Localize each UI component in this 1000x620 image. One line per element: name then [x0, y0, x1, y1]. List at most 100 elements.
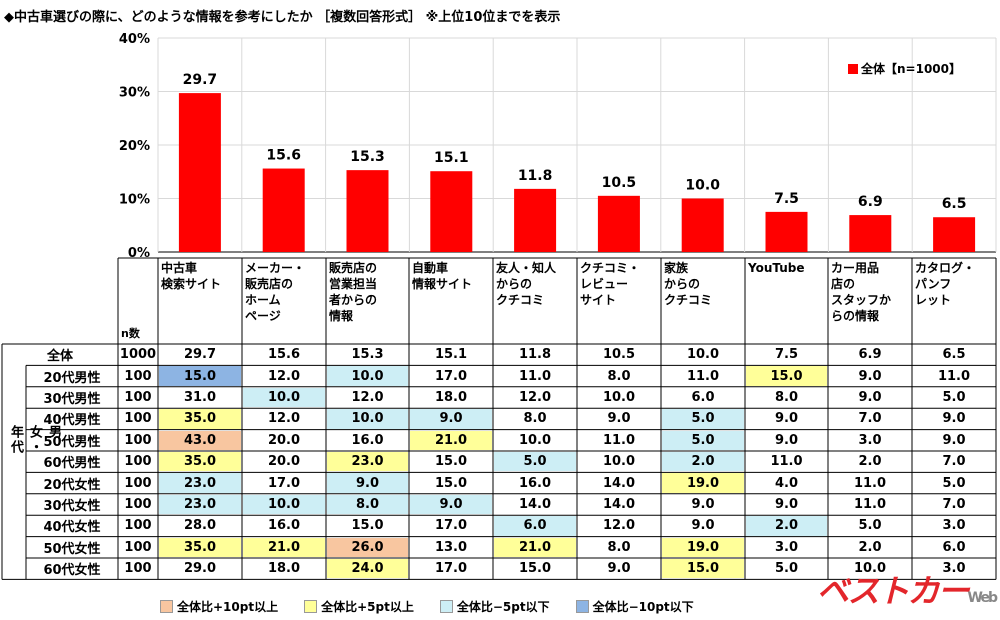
table-cell: 21.0: [410, 430, 492, 450]
row-label: 60代女性: [43, 563, 101, 579]
table-cell: 11.0: [518, 368, 552, 384]
table-cell: 11.0: [853, 496, 887, 512]
table-cell: 5.0: [774, 561, 799, 577]
bar: [346, 170, 389, 252]
highlight-legend-item: 全体比−5pt以下: [439, 598, 550, 615]
bar-value-label: 15.1: [434, 150, 469, 166]
y-tick-label: 10%: [119, 193, 150, 208]
column-header: 中古車 検索サイト: [161, 261, 222, 291]
table-cell: 3.0: [774, 539, 799, 555]
highlight-legend-item: 全体比+10pt以上: [160, 598, 278, 615]
table-cell: 43.0: [159, 430, 241, 450]
table-cell: 5.0: [662, 430, 744, 450]
bar-value-label: 7.5: [774, 191, 799, 207]
table-cell: 28.0: [183, 518, 217, 534]
table-cell: 7.0: [858, 411, 882, 427]
table-cell: 9.0: [410, 409, 492, 429]
highlight-label: 全体比+10pt以上: [177, 600, 279, 614]
column-header: 家族 からの クチコミ: [664, 261, 713, 307]
table-cell: 11.8: [518, 347, 552, 363]
table-cell: 35.0: [159, 537, 241, 557]
table-cell: 3.0: [858, 432, 882, 448]
watermark-logo: ベストカーWeb: [816, 572, 998, 610]
column-header: クチコミ・ レビュー サイト: [580, 261, 641, 307]
bar-chart: 0% 10% 20% 30% 40% 29.7 15.6 15.3 15.1 11.8 10.5 10…: [119, 32, 997, 261]
table-cell: 21.0: [243, 537, 325, 557]
table-cell: 11.0: [602, 432, 636, 448]
column-header: 販売店の 営業担当 者からの 情報: [329, 261, 378, 323]
bar-value-label: 10.0: [685, 178, 720, 194]
table-cell: 12.0: [267, 411, 301, 427]
table-cell: 35.0: [159, 452, 241, 472]
table-cell: 17.0: [434, 561, 468, 577]
bar: [514, 188, 557, 252]
table-cell: 15.3: [351, 347, 384, 363]
table-cell: 29.0: [183, 561, 217, 577]
y-tick-label: 30%: [119, 86, 150, 101]
row-n: 100: [124, 518, 152, 534]
table-cell: 6.0: [691, 389, 715, 405]
table-cell: 20.0: [267, 454, 301, 470]
highlight-swatch: [439, 600, 453, 613]
table-cell: 29.7: [183, 347, 217, 363]
column-header: カー用品 店の スタッフか らの情報: [831, 261, 892, 323]
bar: [430, 171, 473, 252]
bar-value-label: 11.8: [518, 168, 553, 184]
bar-value-label: 6.9: [858, 194, 883, 210]
highlight-label: 全体比+5pt以上: [321, 600, 414, 614]
row-n: 100: [124, 475, 152, 491]
table-cell: 7.0: [942, 496, 966, 512]
chart-legend: 全体【n=1000】: [848, 60, 961, 77]
row-label: 30代女性: [43, 498, 101, 514]
table-cell: 23.0: [327, 452, 408, 472]
table-cell: 14.0: [602, 475, 636, 491]
bar: [681, 198, 724, 252]
table-cell: 9.0: [691, 518, 715, 534]
highlight-legend: 全体比+10pt以上 全体比+5pt以上 全体比−5pt以下 全体比−10pt以下: [160, 598, 694, 615]
table-cell: 12.0: [518, 389, 552, 405]
table-cell: 15.0: [159, 366, 241, 386]
table-cell: 15.6: [267, 347, 301, 363]
table-cell: 9.0: [607, 561, 631, 577]
bar-value-label: 29.7: [183, 72, 218, 88]
row-label: 50代男性: [43, 434, 101, 450]
table-cell: 15.0: [662, 559, 744, 579]
column-header: 友人・知人 からの クチコミ: [496, 261, 557, 307]
row-n: 100: [124, 561, 152, 577]
row-n: 100: [124, 368, 152, 384]
table-cell: 12.0: [267, 368, 301, 384]
table-cell: 3.0: [942, 518, 966, 534]
highlight-swatch: [575, 600, 589, 613]
row-n: 1000: [119, 347, 157, 363]
table-cell: 11.0: [853, 475, 887, 491]
row-n: 100: [124, 539, 152, 555]
table-cell: 9.0: [410, 494, 492, 515]
table-cell: 18.0: [267, 561, 301, 577]
row-label: 40代女性: [43, 520, 101, 536]
row-label: 50代女性: [43, 541, 101, 557]
table-cell: 9.0: [774, 496, 799, 512]
table-cell: 31.0: [183, 389, 217, 405]
table-cell: 6.5: [942, 347, 966, 363]
table-cell: 9.0: [942, 411, 966, 427]
table-cell: 15.0: [351, 518, 384, 534]
table-cell: 10.0: [327, 366, 408, 386]
n-header: n数: [121, 327, 140, 340]
table-cell: 15.0: [518, 561, 552, 577]
table-cell: 12.0: [602, 518, 636, 534]
table-cell: 2.0: [662, 452, 744, 472]
table-cell: 10.0: [602, 454, 636, 470]
legend-label: 全体【n=1000】: [861, 62, 961, 76]
bar: [178, 93, 221, 252]
table-cell: 8.0: [607, 539, 631, 555]
table-cell: 9.0: [774, 432, 799, 448]
table-cell: 5.0: [942, 389, 966, 405]
table-cell: 5.0: [942, 475, 966, 491]
table-cell: 9.0: [607, 411, 631, 427]
table-cell: 35.0: [159, 409, 241, 429]
bar-value-label: 10.5: [602, 175, 637, 191]
table-cell: 2.0: [858, 454, 882, 470]
table-cell: 23.0: [159, 494, 241, 515]
table-cell: 9.0: [691, 496, 715, 512]
row-label: 60代男性: [43, 456, 101, 472]
